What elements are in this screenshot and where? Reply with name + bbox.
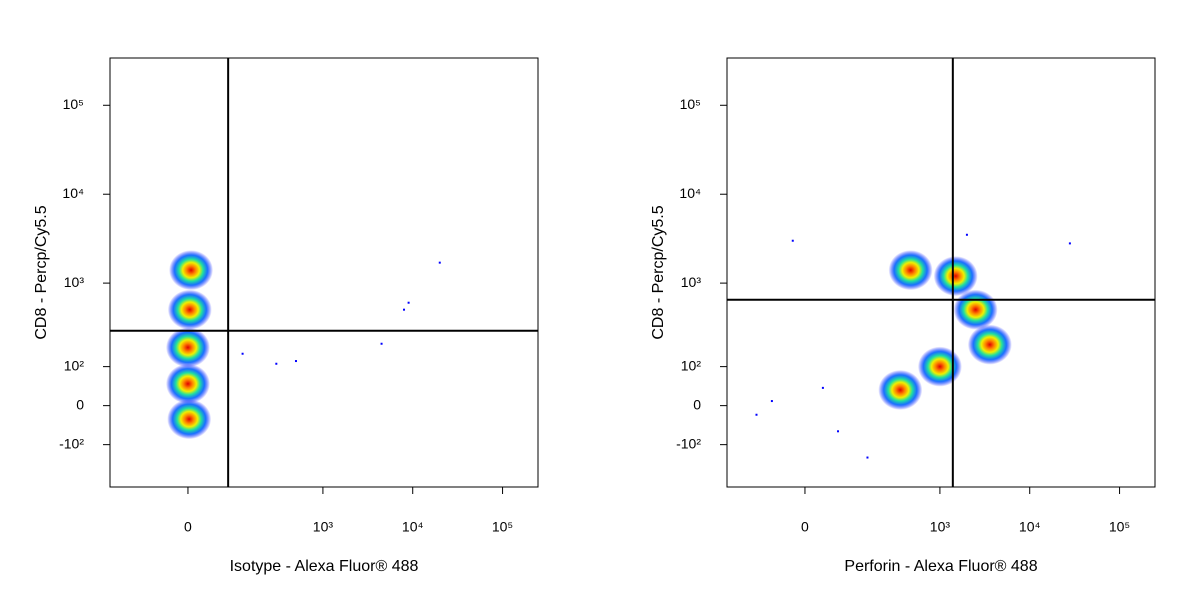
- density-population: [967, 324, 1012, 365]
- event-point: [866, 456, 869, 459]
- density-population: [917, 346, 962, 387]
- y-tick-label: 10⁵: [680, 96, 701, 112]
- event-point: [407, 301, 410, 304]
- x-tick-label: 10⁵: [1109, 519, 1130, 535]
- density-population: [167, 399, 212, 440]
- x-tick-label: 10⁴: [1019, 519, 1041, 535]
- x-tick-label: 10³: [313, 519, 334, 535]
- event-point: [275, 362, 278, 365]
- y-axis-title: CD8 - Percp/Cy5.5: [650, 205, 667, 339]
- y-tick-label: -10²: [676, 435, 701, 451]
- x-axis-title: Isotype - Alexa Fluor® 488: [230, 558, 419, 575]
- event-point: [241, 352, 244, 355]
- y-tick-label: 10²: [681, 357, 702, 373]
- density-population: [167, 289, 212, 330]
- event-point: [965, 233, 968, 236]
- x-tick-label: 0: [801, 519, 809, 535]
- y-tick-label: 10⁴: [679, 185, 701, 201]
- event-point: [791, 239, 794, 242]
- density-population: [165, 363, 210, 404]
- y-tick-label: 10³: [681, 274, 702, 290]
- x-axis-title: Perforin - Alexa Fluor® 488: [844, 558, 1037, 575]
- event-point: [1068, 242, 1071, 245]
- event-point: [837, 430, 840, 433]
- event-point: [770, 400, 773, 403]
- y-tick-label: 10²: [64, 357, 85, 373]
- x-tick-label: 10³: [930, 519, 951, 535]
- density-population: [888, 250, 933, 291]
- x-tick-label: 0: [184, 519, 192, 535]
- density-population: [953, 289, 998, 330]
- density-population: [878, 369, 923, 410]
- event-point: [755, 413, 758, 416]
- event-point: [380, 342, 383, 345]
- plot-frame: [109, 57, 539, 488]
- y-tick-label: 10⁵: [63, 96, 84, 112]
- plot-frame: [726, 57, 1156, 488]
- density-population: [169, 250, 214, 291]
- event-point: [403, 308, 406, 311]
- x-tick-label: 10⁵: [492, 519, 513, 535]
- density-population: [933, 256, 978, 297]
- y-axis-title: CD8 - Percp/Cy5.5: [33, 205, 50, 339]
- event-point: [438, 261, 441, 264]
- event-point: [294, 360, 297, 363]
- y-tick-label: -10²: [59, 435, 84, 451]
- density-population: [165, 327, 210, 368]
- y-tick-label: 10⁴: [62, 185, 84, 201]
- y-tick-label: 0: [76, 396, 84, 412]
- x-tick-label: 10⁴: [402, 519, 424, 535]
- y-tick-label: 10³: [64, 274, 85, 290]
- y-tick-label: 0: [693, 396, 701, 412]
- event-point: [821, 386, 824, 389]
